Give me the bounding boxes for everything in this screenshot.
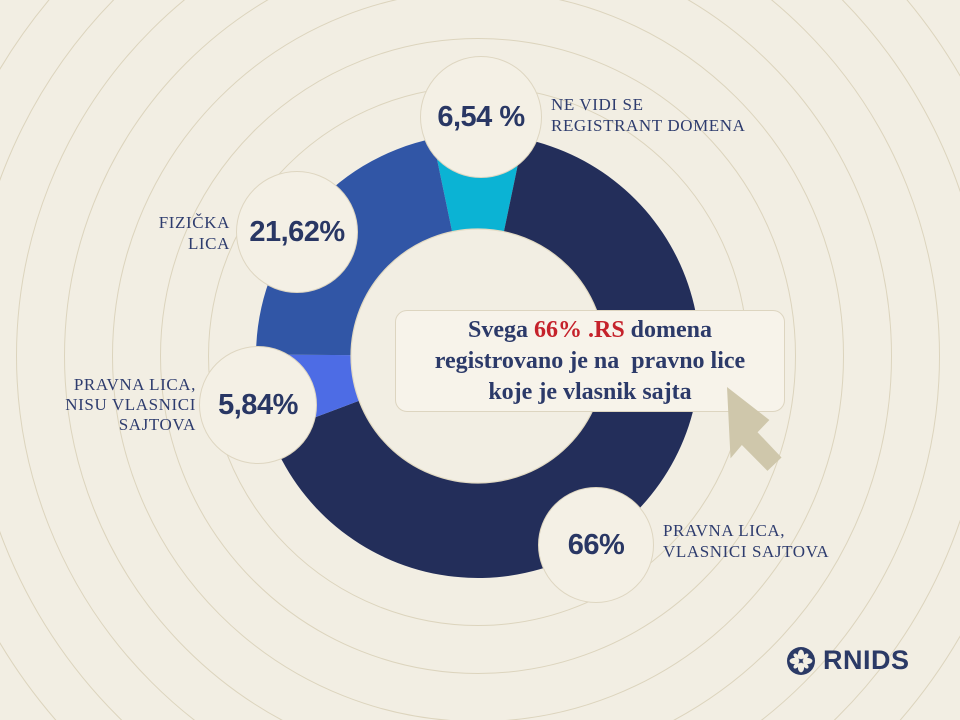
callout-value: 66%: [567, 528, 625, 561]
rnids-logo-text: RNIDS: [823, 645, 910, 675]
callout-label-ne-vidi-se: NE VIDI SE REGISTRANT DOMENA: [551, 94, 746, 136]
label-line: NISU VLASNICI: [65, 395, 196, 414]
donut-segment: [270, 138, 701, 578]
message-highlight: 66% .RS: [533, 316, 625, 343]
callout-label-pravna-vlasnici: PRAVNA LICA, VLASNICI SAJTOVA: [663, 520, 829, 562]
message-text: Svega: [467, 316, 534, 343]
label-line: FIZIČKA: [158, 213, 230, 232]
label-line: SAJTOVA: [118, 415, 196, 434]
message-line-2: registrovano je na pravno lice: [434, 347, 746, 374]
callout-label-pravna-nisu-vlasnici: PRAVNA LICA, NISU VLASNICI SAJTOVA: [40, 375, 196, 435]
message-text: domena: [624, 316, 713, 343]
callout-bubble-fizicka-lica: 21,62%: [236, 171, 358, 293]
callout-value: 5,84%: [218, 388, 298, 421]
callout-value: 6,54 %: [437, 100, 525, 133]
label-line: PRAVNA LICA,: [663, 521, 786, 540]
label-line: VLASNICI SAJTOVA: [663, 542, 830, 561]
callout-bubble-pravna-vlasnici: 66%: [538, 487, 654, 603]
label-line: PRAVNA LICA,: [73, 375, 196, 394]
message-line-3: koje je vlasnik sajta: [488, 378, 692, 405]
label-line: NE VIDI SE: [551, 95, 644, 114]
rnids-logo: RNIDS: [786, 645, 910, 676]
rnids-logo-icon: [787, 646, 815, 675]
callout-label-fizicka-lica: FIZIČKA LICA: [100, 212, 230, 254]
cursor-arrow-icon: [727, 387, 782, 471]
callout-value: 21,62%: [249, 215, 345, 248]
callout-bubble-pravna-nisu-vlasnici: 5,84%: [199, 346, 317, 464]
message-line-1: Svega 66% .RS domena: [396, 315, 784, 346]
label-line: LICA: [187, 234, 230, 253]
label-line: REGISTRANT DOMENA: [551, 116, 746, 135]
center-message-box: Svega 66% .RS domena registrovano je na …: [395, 310, 785, 412]
callout-bubble-ne-vidi-se: 6,54 %: [420, 56, 542, 178]
